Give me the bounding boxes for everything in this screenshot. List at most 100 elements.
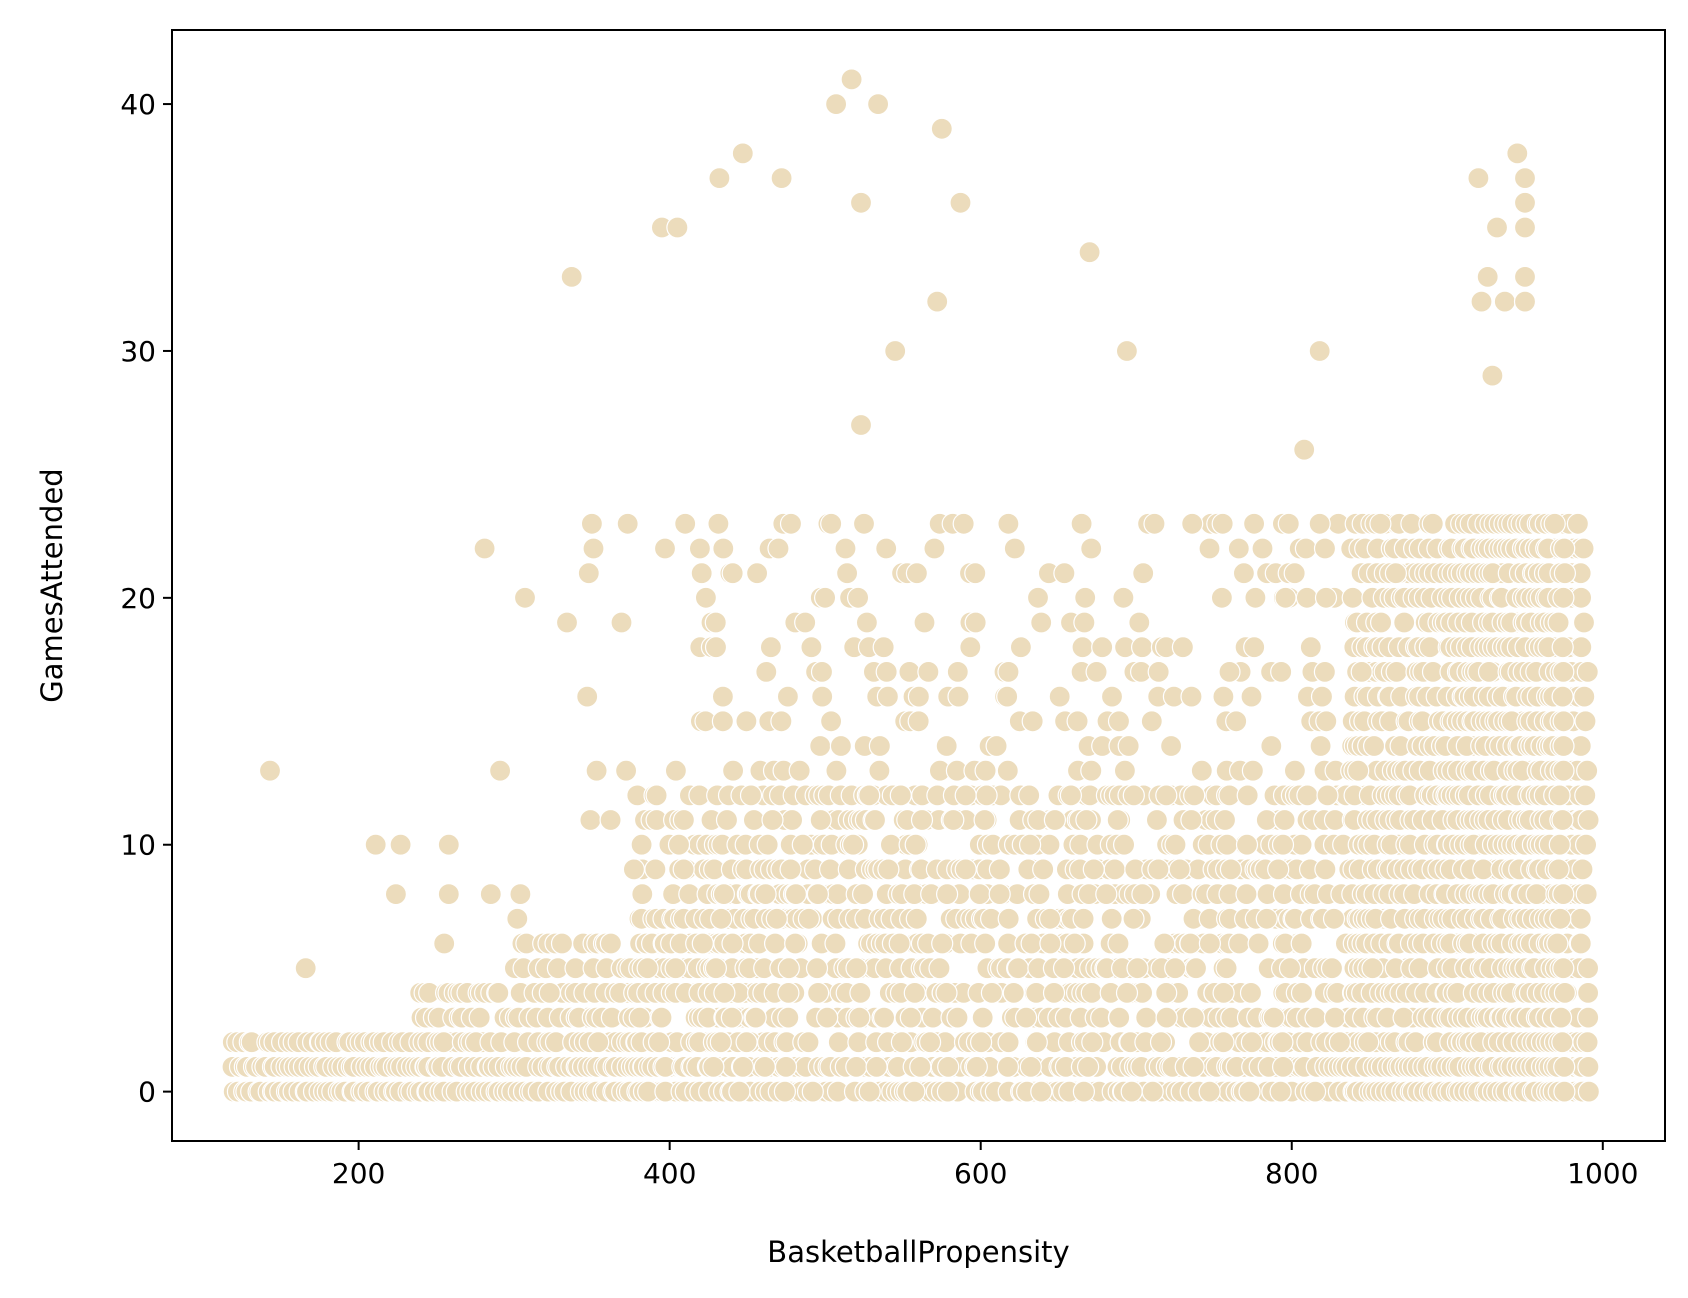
scatter-point — [907, 685, 931, 708]
scatter-point — [818, 858, 842, 881]
scatter-point — [1002, 981, 1025, 1005]
scatter-point — [1218, 660, 1241, 684]
scatter-point — [742, 808, 766, 832]
scatter-point — [1081, 1031, 1104, 1054]
scatter-point — [776, 685, 800, 708]
scatter-point — [707, 512, 730, 535]
scatter-point — [1198, 1080, 1221, 1103]
scatter-point — [1145, 808, 1169, 832]
scatter-point — [946, 660, 969, 684]
x-tick-label: 600 — [954, 1157, 1007, 1190]
scatter-point — [1038, 907, 1062, 930]
scatter-point — [997, 512, 1020, 535]
scatter-point — [1314, 586, 1338, 609]
scatter-point — [1548, 784, 1571, 807]
scatter-point — [1213, 808, 1237, 832]
scatter-point — [1073, 611, 1096, 634]
scatter-point — [918, 1031, 942, 1054]
scatter-point — [1028, 882, 1051, 906]
scatter-point — [712, 882, 736, 906]
scatter-point — [1164, 833, 1187, 856]
scatter-point — [1155, 1006, 1178, 1029]
scatter-point — [1080, 981, 1103, 1005]
scatter-point — [1506, 142, 1529, 165]
scatter-point — [910, 808, 934, 832]
scatter-point — [1553, 562, 1577, 585]
scatter-point — [1014, 1006, 1038, 1029]
scatter-point — [610, 611, 633, 634]
scatter-point — [711, 685, 735, 708]
scatter-point — [824, 92, 848, 116]
scatter-point — [1290, 833, 1313, 856]
scatter-point — [964, 611, 987, 634]
scatter-points — [221, 68, 1601, 1103]
scatter-point — [739, 784, 763, 807]
scatter-point — [1131, 882, 1154, 906]
scatter-point — [1551, 808, 1574, 832]
scatter-point — [1009, 636, 1033, 659]
scatter-point — [1513, 290, 1537, 313]
scatter-point — [1210, 586, 1234, 609]
scatter-point — [1108, 1006, 1131, 1029]
scatter-point — [825, 759, 848, 782]
scatter-point — [509, 882, 532, 906]
scatter-point — [931, 932, 954, 955]
scatter-point — [1103, 858, 1126, 881]
scatter-point — [1030, 1080, 1053, 1103]
scatter-point — [1025, 1031, 1048, 1054]
scatter-point — [935, 981, 958, 1005]
scatter-point — [1184, 957, 1208, 980]
scatter-point — [937, 1055, 960, 1079]
scatter-point — [1577, 1080, 1601, 1103]
scatter-point — [1070, 512, 1093, 535]
scatter-point — [1243, 636, 1266, 659]
scatter-point — [1043, 808, 1067, 832]
scatter-point — [468, 1006, 491, 1029]
x-tick-label: 1000 — [1567, 1157, 1638, 1190]
scatter-point — [890, 1031, 914, 1054]
scatter-point — [587, 1031, 610, 1054]
scatter-point — [1392, 1006, 1415, 1029]
scatter-point — [973, 808, 996, 832]
scatter-point — [1232, 562, 1256, 585]
scatter-point — [712, 537, 735, 560]
scatter-point — [1147, 660, 1170, 684]
scatter-point — [1122, 784, 1145, 807]
scatter-point — [777, 957, 800, 980]
scatter-point — [1570, 636, 1593, 659]
scatter-point — [704, 636, 728, 659]
scatter-point — [1082, 858, 1105, 881]
scatter-point — [1293, 438, 1316, 461]
scatter-point — [631, 882, 654, 906]
scatter-point — [1071, 636, 1094, 659]
scatter-point — [824, 932, 847, 955]
scatter-point — [921, 1006, 945, 1029]
scatter-point — [1255, 907, 1278, 930]
scatter-point — [806, 981, 830, 1005]
scatter-point — [1313, 537, 1337, 560]
scatter-point — [616, 512, 639, 535]
scatter-point — [997, 1031, 1020, 1054]
scatter-point — [1269, 1080, 1292, 1103]
scatter-point — [1470, 290, 1493, 313]
scatter-point — [974, 759, 997, 782]
scatter-point — [1418, 636, 1442, 659]
scatter-point — [1038, 833, 1061, 856]
scatter-point — [1548, 833, 1571, 856]
scatter-point — [1018, 784, 1041, 807]
scatter-point — [1211, 512, 1234, 535]
scatter-point — [1313, 660, 1337, 684]
scatter-point — [809, 734, 832, 758]
scatter-point — [664, 759, 688, 782]
scatter-point — [721, 562, 744, 585]
scatter-point — [1574, 833, 1598, 856]
scatter-point — [1078, 241, 1101, 264]
scatter-point — [1525, 882, 1548, 906]
scatter-point — [1242, 512, 1266, 535]
scatter-point — [1278, 957, 1302, 980]
scatter-point — [294, 957, 317, 980]
scatter-point — [1080, 537, 1103, 560]
scatter-point — [959, 636, 982, 659]
scatter-point — [674, 512, 697, 535]
scatter-point — [1135, 1006, 1158, 1029]
